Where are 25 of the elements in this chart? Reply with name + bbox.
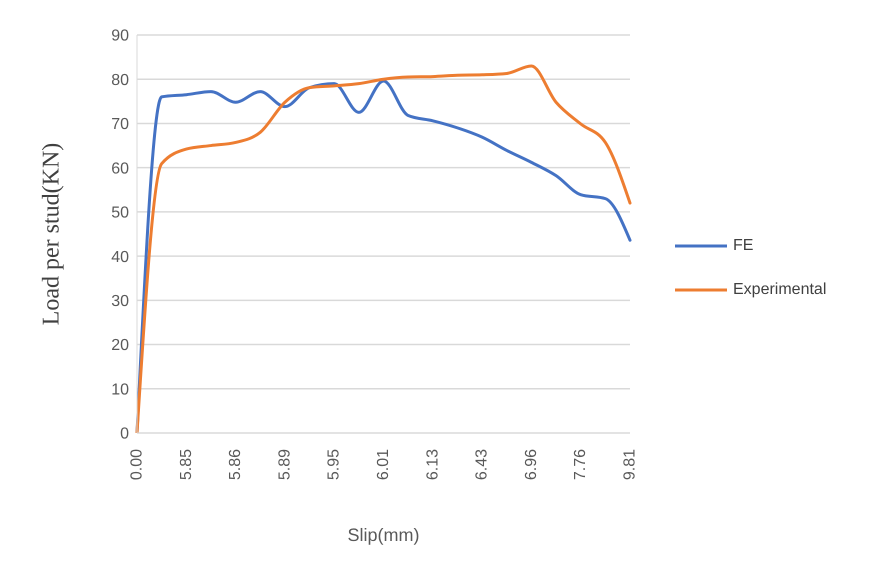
y-tick-label: 20 bbox=[111, 337, 130, 354]
y-tick-label: 90 bbox=[111, 28, 130, 45]
y-tick-label: 60 bbox=[111, 160, 130, 178]
x-tick-label: 5.89 bbox=[276, 448, 294, 480]
x-tick-label: 9.81 bbox=[622, 448, 638, 480]
y-tick-label: 80 bbox=[111, 72, 130, 89]
x-tick-label: 6.43 bbox=[474, 448, 491, 480]
x-tick-label: 7.76 bbox=[572, 448, 590, 480]
x-tick-label: 6.96 bbox=[522, 448, 540, 480]
x-tick-label: 5.85 bbox=[178, 448, 195, 480]
x-tick-label: 5.95 bbox=[326, 448, 343, 480]
y-axis-title: Load per stud(KN) bbox=[38, 142, 65, 326]
x-axis-title: Slip(mm) bbox=[348, 525, 420, 545]
y-tick-label: 30 bbox=[111, 293, 130, 310]
y-tick-label: 50 bbox=[111, 204, 130, 222]
y-tick-label: 0 bbox=[120, 426, 130, 443]
x-tick-label: 6.01 bbox=[375, 448, 392, 480]
x-tick-label: 5.86 bbox=[227, 448, 244, 480]
x-tick-label: 6.13 bbox=[424, 448, 442, 480]
y-tick-label: 10 bbox=[111, 381, 130, 398]
legend-label: FE bbox=[733, 236, 754, 254]
legend-label: Experimental bbox=[733, 280, 826, 298]
y-tick-label: 40 bbox=[111, 248, 130, 266]
x-tick-label: 0.00 bbox=[128, 448, 146, 480]
y-tick-label: 70 bbox=[111, 116, 130, 134]
